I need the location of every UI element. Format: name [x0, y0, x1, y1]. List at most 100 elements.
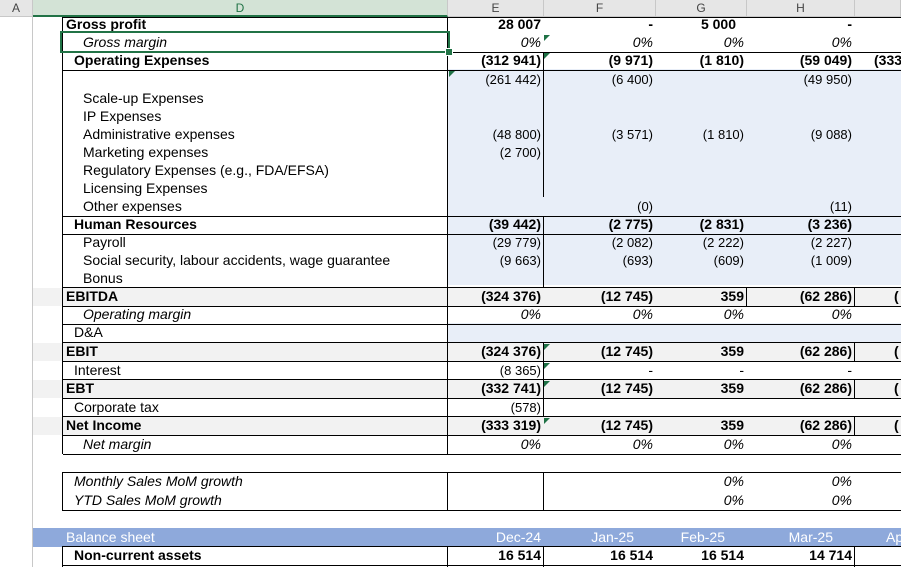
row-label[interactable]: Administrative expenses [83, 126, 235, 142]
cell-e[interactable]: 16 514 [498, 547, 541, 563]
cell-f[interactable]: (9 971) [608, 52, 653, 68]
cell-g[interactable]: 0% [723, 436, 744, 452]
cell-h[interactable]: 14 714 [809, 547, 852, 563]
cell-h[interactable]: 0% [831, 436, 852, 452]
cell-g[interactable]: 359 [720, 288, 744, 304]
cell-g[interactable]: (2 831) [699, 216, 744, 232]
row-label[interactable]: Net Income [66, 417, 142, 433]
column-header-f[interactable]: F [544, 0, 656, 17]
column-header-a[interactable]: A [0, 0, 33, 17]
cell-h[interactable]: (62 286) [799, 380, 852, 396]
row-label[interactable]: Gross profit [66, 17, 147, 32]
row-label[interactable]: Non-current assets [74, 547, 202, 563]
worksheet-grid[interactable]: Gross profit 28 007 - 5 000 - Gross marg… [33, 17, 901, 567]
cell-g[interactable]: 0% [723, 473, 744, 489]
cell-e[interactable]: (333 319) [481, 417, 541, 433]
cell-e[interactable]: (324 376) [481, 343, 541, 359]
row-label[interactable]: Operating margin [83, 306, 192, 322]
cell-h[interactable]: 0% [831, 306, 852, 322]
row-label[interactable]: Marketing expenses [83, 144, 209, 160]
cell-e[interactable]: 0% [520, 436, 541, 452]
row-label[interactable]: Licensing Expenses [83, 180, 208, 196]
cell-i[interactable]: ( [894, 343, 899, 359]
row-label[interactable]: Human Resources [74, 216, 197, 232]
cell-f[interactable]: 16 514 [610, 547, 653, 563]
cell-e[interactable]: (312 941) [481, 52, 541, 68]
cell-g[interactable]: 0% [723, 306, 744, 322]
cell-g[interactable]: (1 810) [702, 127, 744, 142]
cell-e[interactable]: (261 442) [485, 72, 541, 87]
cell-g[interactable]: 0% [723, 34, 744, 50]
row-label[interactable]: Social security, labour accidents, wage … [83, 252, 391, 268]
cell-g[interactable]: 0% [723, 492, 744, 508]
cell-h[interactable]: (11) [829, 199, 852, 214]
cell-h[interactable]: Mar-25 [788, 529, 833, 545]
row-label[interactable]: Bonus [83, 270, 123, 286]
cell-h[interactable]: 0% [831, 34, 852, 50]
cell-h[interactable]: 0% [831, 473, 852, 489]
cell-g[interactable]: 5 000 [700, 17, 736, 32]
column-header-h[interactable]: H [747, 0, 855, 17]
cell-h[interactable]: (2 227) [810, 235, 852, 250]
cell-e[interactable]: 28 007 [498, 17, 541, 32]
row-label[interactable]: Gross margin [83, 34, 168, 50]
cell-i[interactable]: Ap [886, 529, 901, 545]
cell-f[interactable]: (3 571) [611, 127, 653, 142]
cell-h[interactable]: (3 236) [807, 216, 852, 232]
cell-h[interactable]: (59 049) [799, 52, 852, 68]
cell-f[interactable]: (693) [622, 253, 653, 268]
cell-h[interactable]: (9 088) [810, 127, 852, 142]
cell-g[interactable]: (609) [713, 253, 744, 268]
column-header-g[interactable]: G [656, 0, 747, 17]
cell-f[interactable]: (12 745) [600, 380, 653, 396]
cell-h[interactable]: 0% [831, 492, 852, 508]
row-label[interactable]: Regulatory Expenses (e.g., FDA/EFSA) [83, 162, 329, 178]
column-header-i[interactable] [855, 0, 901, 17]
cell-f[interactable]: (12 745) [600, 417, 653, 433]
row-label[interactable]: Monthly Sales MoM growth [74, 473, 243, 489]
cell-f[interactable]: Jan-25 [591, 529, 634, 545]
cell-e[interactable]: (39 442) [488, 216, 541, 232]
cell-i[interactable]: ( [894, 417, 899, 433]
row-label[interactable]: Other expenses [83, 198, 182, 214]
cell-e[interactable]: (48 800) [492, 127, 541, 142]
row-label[interactable]: EBT [66, 380, 94, 396]
column-header-e[interactable]: E [448, 0, 544, 17]
cell-h[interactable]: - [847, 362, 852, 378]
row-label[interactable]: Corporate tax [74, 399, 159, 415]
cell-f[interactable]: (2 775) [608, 216, 653, 232]
cell-e[interactable]: (332 741) [481, 380, 541, 396]
cell-f[interactable]: 0% [632, 436, 653, 452]
cell-g[interactable]: (1 810) [699, 52, 744, 68]
row-label[interactable]: Scale-up Expenses [83, 90, 204, 106]
cell-e[interactable]: (29 779) [492, 235, 541, 250]
cell-f[interactable]: (6 400) [611, 72, 653, 87]
fill-handle[interactable] [445, 48, 453, 56]
cell-g[interactable]: Feb-25 [680, 529, 725, 545]
row-label[interactable]: IP Expenses [83, 108, 162, 124]
cell-e[interactable]: (9 663) [499, 253, 541, 268]
cell-e[interactable]: 0% [520, 34, 541, 50]
cell-e[interactable]: (324 376) [481, 288, 541, 304]
cell-f[interactable]: (2 082) [611, 235, 653, 250]
row-label[interactable]: EBITDA [66, 288, 119, 304]
cell-h[interactable]: - [847, 17, 852, 32]
cell-g[interactable]: 359 [720, 417, 744, 433]
cell-h[interactable]: (62 286) [799, 417, 852, 433]
cell-f[interactable]: - [648, 17, 653, 32]
row-label[interactable]: D&A [74, 324, 103, 340]
cell-g[interactable]: 359 [720, 380, 744, 396]
cell-h[interactable]: (1 009) [810, 253, 852, 268]
row-label[interactable]: Operating Expenses [74, 52, 210, 68]
cell-i[interactable]: (333 [874, 52, 901, 68]
row-header-strip[interactable] [0, 17, 33, 567]
cell-f[interactable]: 0% [632, 306, 653, 322]
cell-g[interactable]: 16 514 [701, 547, 744, 563]
row-label[interactable]: Net margin [83, 436, 152, 452]
row-label[interactable]: Interest [74, 362, 121, 378]
cell-f[interactable]: 0% [632, 34, 653, 50]
cell-g[interactable]: 359 [720, 343, 744, 359]
row-label[interactable]: EBIT [66, 343, 98, 359]
cell-h[interactable]: (62 286) [799, 343, 852, 359]
cell-g[interactable]: - [739, 362, 744, 378]
